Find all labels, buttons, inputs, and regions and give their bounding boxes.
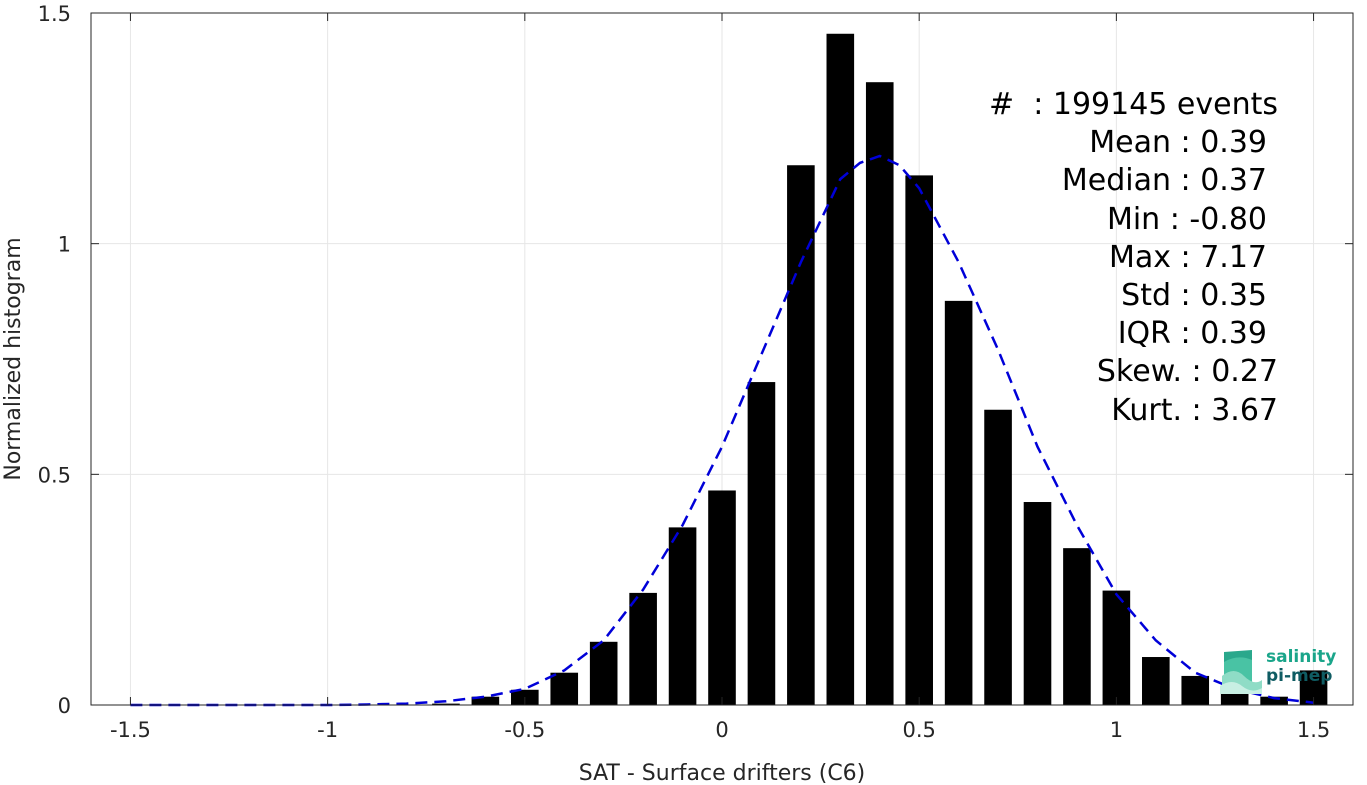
x-tick-label: 1.5 <box>1297 718 1330 742</box>
x-tick-label: -1 <box>317 718 338 742</box>
histogram-bar <box>668 527 697 705</box>
y-axis-ticks: 0 0.5 1 1.5 <box>38 2 1353 718</box>
x-tick-label: 0.5 <box>902 718 935 742</box>
histogram-bar <box>432 703 460 705</box>
salinity-pi-mep-logo: salinity pi-mep <box>1218 646 1348 694</box>
logo-line-1: salinity <box>1266 647 1337 667</box>
y-axis-label: Normalized histogram <box>1 237 26 480</box>
y-tick-label: 0.5 <box>38 463 71 487</box>
histogram-bar <box>826 33 855 705</box>
histogram-bar <box>984 409 1012 705</box>
y-tick-label: 1 <box>58 233 71 257</box>
stat-line: Median : 0.37 <box>1061 163 1267 199</box>
x-tick-label: -0.5 <box>504 718 545 742</box>
stat-line: Min : -0.80 <box>1106 201 1267 237</box>
histogram-bar <box>550 672 579 705</box>
histogram-bar <box>905 175 933 705</box>
stat-line: Mean : 0.39 <box>1089 125 1267 161</box>
histogram-bar <box>1181 675 1210 705</box>
x-tick-label: -1.5 <box>110 718 151 742</box>
histogram-bar <box>708 490 736 705</box>
y-tick-label: 1.5 <box>38 2 71 26</box>
stat-line: # : 199145 events <box>989 87 1278 122</box>
histogram-bar <box>747 382 776 705</box>
wave-icon <box>1220 650 1262 694</box>
statistics-panel: # : 199145 events Mean : 0.39 Median : 0.3… <box>989 86 1278 430</box>
histogram-bar <box>1142 657 1170 705</box>
histogram-bar <box>471 696 500 705</box>
x-axis-label: SAT - Surface drifters (C6) <box>579 761 866 785</box>
histogram-bar <box>787 165 815 706</box>
histogram-bar <box>944 300 973 705</box>
histogram-bar <box>1260 696 1288 705</box>
stat-line: Kurt. : 3.67 <box>1111 392 1278 428</box>
histogram-bar <box>1063 548 1091 705</box>
y-tick-label: 0 <box>58 694 71 718</box>
histogram-bar <box>1102 590 1131 705</box>
x-tick-label: 1 <box>1110 718 1123 742</box>
histogram-bar <box>589 641 618 705</box>
x-axis-ticks: -1.5 -1 -0.5 0 0.5 1 1.5 <box>110 13 1330 742</box>
histogram-bar <box>865 82 894 705</box>
logo-line-2: pi-mep <box>1266 666 1333 686</box>
histogram-bar <box>629 592 657 705</box>
stat-line: Skew. : 0.27 <box>1096 354 1278 390</box>
histogram-bar <box>1023 502 1052 705</box>
histogram-bars <box>432 33 1328 706</box>
stat-line: IQR : 0.39 <box>1117 316 1267 352</box>
x-tick-label: 0 <box>715 718 728 742</box>
stat-line: Std : 0.35 <box>1121 278 1267 314</box>
stat-line: Max : 7.17 <box>1109 239 1267 275</box>
